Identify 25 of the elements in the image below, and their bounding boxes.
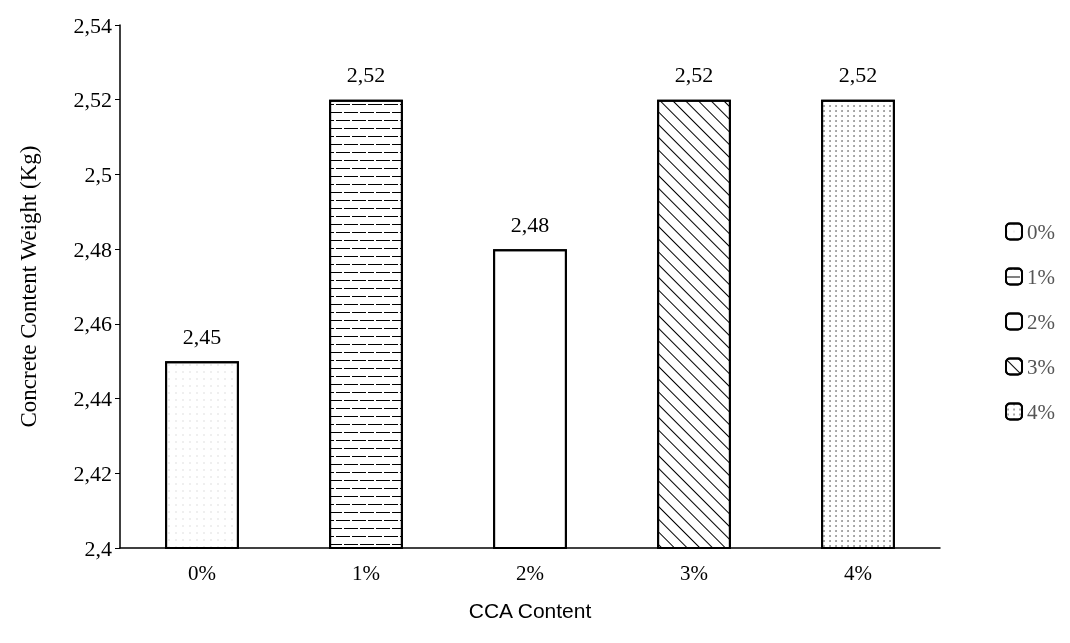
legend-label: 0% <box>1027 219 1056 244</box>
data-label: 2,52 <box>838 62 878 88</box>
x-tick-label: 3% <box>680 560 708 585</box>
legend-label: 3% <box>1027 354 1056 379</box>
data-label: 2,48 <box>510 211 550 237</box>
legend-label: 2% <box>1027 309 1056 334</box>
y-tick-label: 2,48 <box>73 236 112 262</box>
x-tick-label: 2% <box>516 560 544 585</box>
y-tick-label: 2,42 <box>73 460 112 486</box>
x-tick-label: 0% <box>188 560 216 585</box>
data-label: 2,52 <box>674 62 714 88</box>
y-tick-label: 2,44 <box>73 386 112 412</box>
y-tick-label: 2,5 <box>84 161 112 187</box>
legend-label: 1% <box>1027 264 1056 289</box>
x-tick-label: 1% <box>352 560 380 585</box>
data-label: 2,45 <box>182 323 222 349</box>
y-tick-label: 2,54 <box>73 12 112 38</box>
x-axis-title: CCA Content <box>468 599 592 622</box>
y-tick-label: 2,4 <box>84 535 112 561</box>
y-axis-title: Concrete Content Weight (Kg) <box>16 145 41 428</box>
y-tick-label: 2,52 <box>73 87 112 113</box>
x-tick-label: 4% <box>844 560 872 585</box>
data-label: 2,52 <box>346 62 386 88</box>
y-tick-label: 2,46 <box>73 311 112 337</box>
legend-label: 4% <box>1027 399 1056 424</box>
